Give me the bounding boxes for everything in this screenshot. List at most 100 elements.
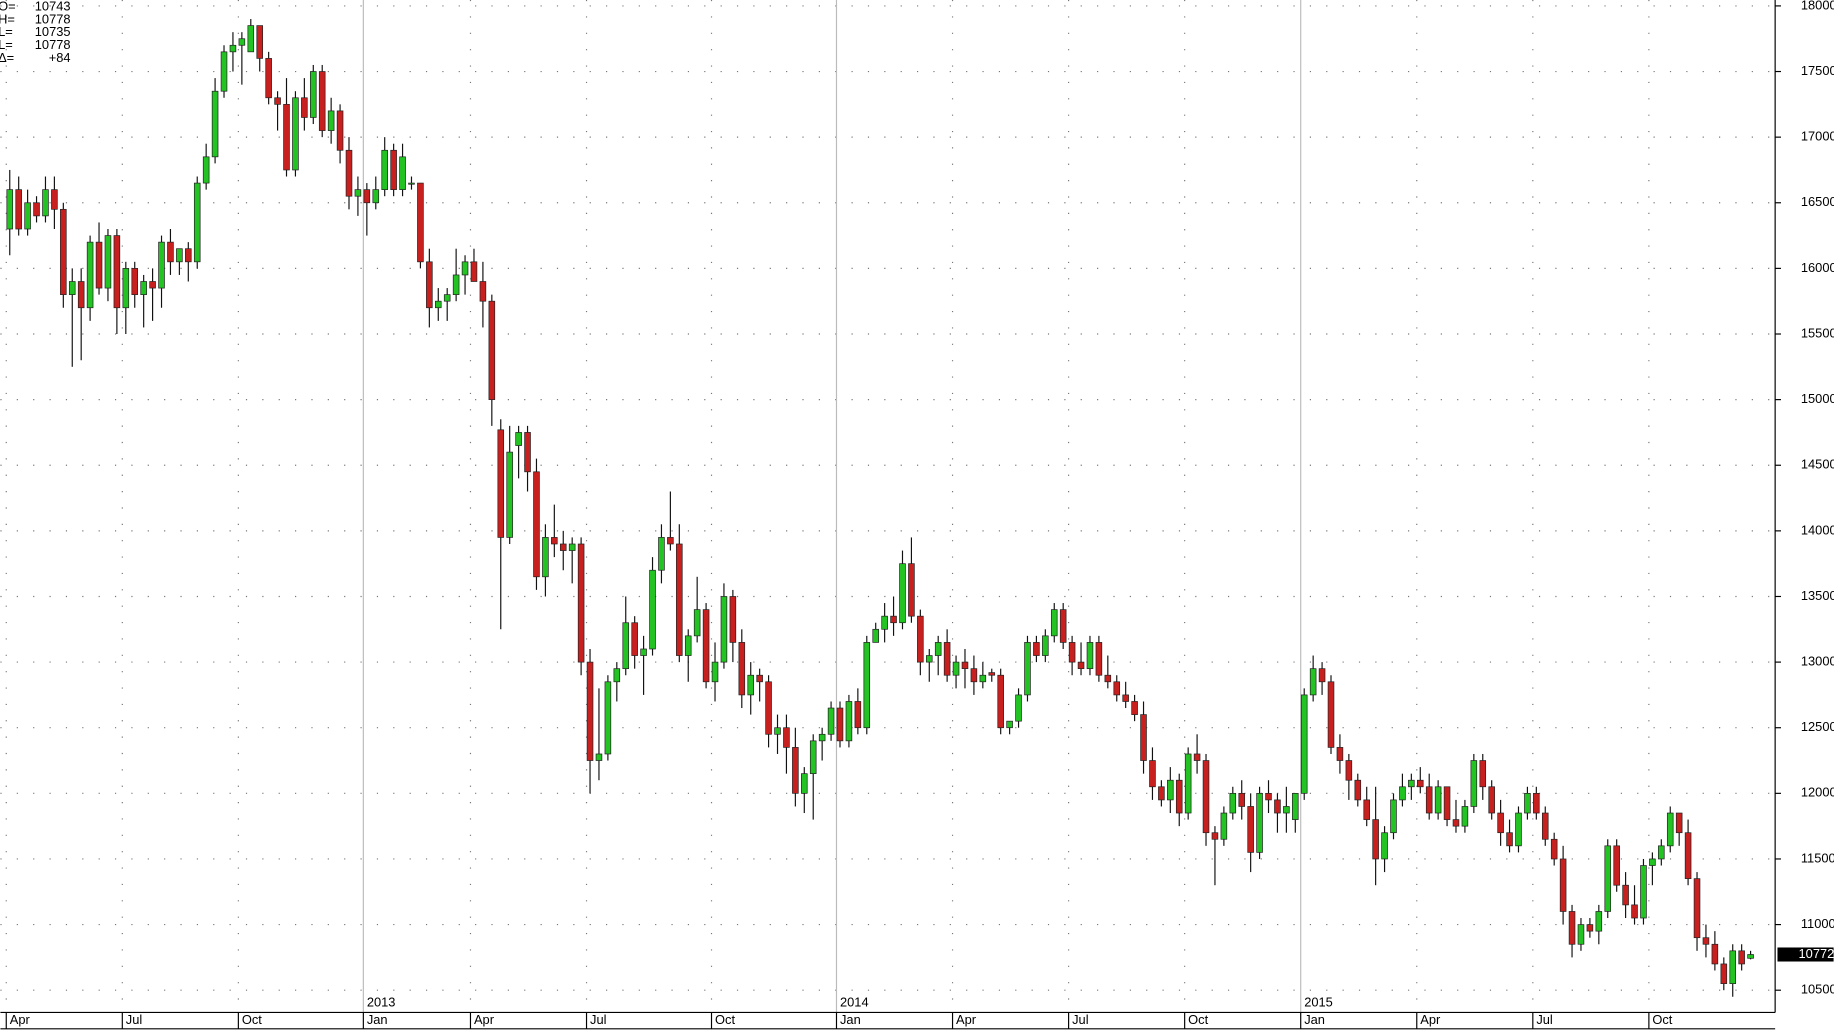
candle-body xyxy=(1372,819,1379,860)
candle-body xyxy=(872,628,879,643)
y-tick-label: 16000 xyxy=(1801,260,1834,275)
x-tick-label: Apr xyxy=(1420,1012,1441,1027)
candle-body xyxy=(1613,845,1620,886)
candle-body xyxy=(131,268,139,295)
candle-body xyxy=(684,635,692,656)
candle-body xyxy=(167,241,174,263)
candle-body xyxy=(783,727,790,748)
year-label: 2015 xyxy=(1304,995,1333,1010)
candle-body xyxy=(1434,786,1442,814)
info-label: H= xyxy=(0,11,15,26)
candle-body xyxy=(1666,812,1674,847)
candle-body xyxy=(827,707,835,735)
candle-body xyxy=(77,281,85,309)
candle-body xyxy=(1265,792,1272,801)
candle-body xyxy=(1408,779,1415,788)
candle-body xyxy=(845,701,853,742)
candle-body xyxy=(1336,747,1344,761)
info-value: 10778 xyxy=(35,37,71,52)
candle-body xyxy=(952,661,960,676)
candle-body xyxy=(229,44,237,53)
candle-body xyxy=(899,563,906,624)
candle-body xyxy=(488,300,496,400)
candle-body xyxy=(595,753,603,761)
candle-body xyxy=(274,97,281,105)
y-tick-label: 15000 xyxy=(1801,391,1834,406)
candles xyxy=(6,19,1754,997)
candle-body xyxy=(747,674,754,696)
candle-body xyxy=(1300,694,1308,794)
candle-body xyxy=(1452,819,1460,827)
candle-body xyxy=(1175,779,1183,814)
candle-body xyxy=(1238,792,1246,807)
candle-body xyxy=(1506,832,1513,847)
x-tick-label: Jul xyxy=(590,1012,606,1027)
y-tick-label: 13000 xyxy=(1801,653,1834,668)
x-tick-label: Jul xyxy=(126,1012,142,1027)
candle-body xyxy=(1479,760,1487,788)
candle-body xyxy=(1345,760,1353,781)
candle-body xyxy=(774,727,781,735)
x-tick-label: Apr xyxy=(10,1012,31,1027)
candle-body xyxy=(1033,642,1040,656)
x-tick-label: Jan xyxy=(367,1012,388,1027)
candle-body xyxy=(193,182,201,263)
info-label: L= xyxy=(0,24,13,39)
candle-body xyxy=(934,642,942,656)
candle-body xyxy=(631,622,638,656)
candle-body xyxy=(720,596,728,663)
candle-body xyxy=(1497,812,1504,834)
candle-body xyxy=(988,672,996,676)
candle-body xyxy=(881,615,888,630)
y-tick-label: 18000 xyxy=(1801,0,1834,12)
candle-body xyxy=(604,681,612,755)
candle-body xyxy=(390,149,397,190)
candle-body xyxy=(1167,779,1174,801)
candle-body xyxy=(908,563,915,617)
candle-body xyxy=(1211,832,1219,840)
candle-body xyxy=(176,248,183,263)
candle-body xyxy=(792,747,799,794)
candle-body xyxy=(292,97,299,171)
candle-body xyxy=(1283,806,1290,814)
candle-body xyxy=(1729,950,1737,984)
candle-body xyxy=(265,58,272,99)
candle-body xyxy=(158,241,165,289)
candle-body xyxy=(854,701,862,729)
candle-body xyxy=(917,615,924,663)
candle-body xyxy=(693,609,701,637)
candle-body xyxy=(1327,681,1335,748)
candle-body xyxy=(711,661,719,683)
info-label: O= xyxy=(0,0,16,13)
candle-body xyxy=(1559,858,1567,912)
candle-body xyxy=(1354,779,1362,801)
candle-body xyxy=(1140,714,1147,761)
x-tick-label: Apr xyxy=(956,1012,977,1027)
candle-body xyxy=(1309,668,1317,696)
y-tick-label: 11000 xyxy=(1801,916,1834,931)
x-tick-label: Oct xyxy=(715,1012,735,1027)
candle-body xyxy=(1158,786,1165,801)
axes: 10500 11000 11500 12000 12500 13000 13500 14000… xyxy=(5,0,1834,1029)
candle-body xyxy=(658,537,665,571)
candle-body xyxy=(1220,812,1228,840)
candle-body xyxy=(1577,924,1585,945)
candle-body xyxy=(1113,681,1121,696)
candle-body xyxy=(961,661,969,670)
candle-body xyxy=(363,189,371,204)
candle-body xyxy=(6,189,14,230)
candle-body xyxy=(1149,760,1156,788)
candle-body xyxy=(1184,753,1192,814)
candle-body xyxy=(86,241,94,309)
candle-body xyxy=(667,537,674,545)
candle-body xyxy=(1077,661,1085,670)
candle-body xyxy=(943,642,951,676)
candle-body xyxy=(104,235,112,289)
candle-body xyxy=(336,110,344,151)
candle-body xyxy=(1622,884,1629,906)
candle-body xyxy=(122,268,130,309)
candle-body xyxy=(1256,792,1263,853)
last-price-label: 10772 xyxy=(1799,946,1834,961)
candle-body xyxy=(461,261,469,276)
